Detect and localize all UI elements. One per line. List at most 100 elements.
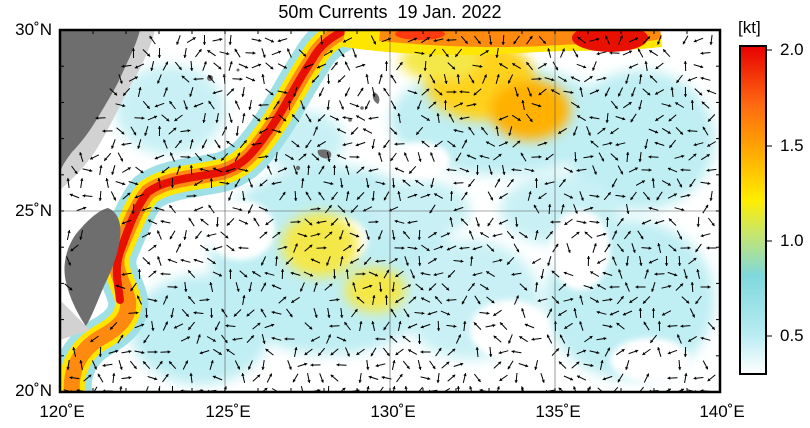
current-arrow-head <box>657 243 661 247</box>
current-arrow-head <box>617 379 621 383</box>
current-arrow-head <box>446 247 450 251</box>
current-arrow-head <box>440 245 444 249</box>
current-arrow-head <box>426 247 430 251</box>
current-arrow-head <box>284 90 288 95</box>
current-arrow-head <box>69 376 73 380</box>
current-arrow-head <box>178 140 182 144</box>
current-arrow-head <box>485 50 489 54</box>
current-arrow-head <box>354 309 358 313</box>
current-arrow-head <box>378 152 382 156</box>
current-arrow-head <box>477 378 481 382</box>
current-arrow-head <box>221 308 225 312</box>
current-arrow-head <box>590 363 594 368</box>
current-arrow-head <box>208 100 212 105</box>
current-arrow-head <box>340 185 344 188</box>
current-arrow-head <box>495 126 499 129</box>
current-arrow-head <box>329 324 333 328</box>
current-arrow-head <box>589 336 593 339</box>
current-arrow-head <box>362 63 366 67</box>
current-arrow-head <box>358 380 362 383</box>
current-arrow-head <box>433 272 437 277</box>
current-arrow-head <box>195 235 199 239</box>
current-arrow-head <box>119 80 123 84</box>
current-arrow-head <box>131 48 136 51</box>
current-arrow-head <box>363 128 367 132</box>
current-arrow-head <box>225 324 229 328</box>
current-arrow-head <box>226 222 231 226</box>
current-arrow-head <box>178 243 181 247</box>
current-arrow-head <box>433 38 437 43</box>
current-arrow-head <box>423 68 427 71</box>
current-arrow-head <box>701 101 705 105</box>
current-arrow-head <box>234 184 238 188</box>
current-arrow-head <box>609 51 613 55</box>
current-arrow-head <box>453 181 457 185</box>
current-arrow-head <box>622 117 626 121</box>
current-arrow-head <box>307 165 311 168</box>
current-arrow-head <box>621 349 625 353</box>
current-arrow-head <box>583 65 587 69</box>
current-arrow-head <box>331 196 335 200</box>
current-arrow-head <box>147 232 151 236</box>
current-arrow-head <box>650 339 654 343</box>
colorbar-unit: [kt] <box>738 18 761 37</box>
current-arrow-head <box>131 211 135 214</box>
current-arrow-head <box>236 288 240 292</box>
current-arrow-head <box>287 48 291 52</box>
current-arrow-head <box>364 261 368 265</box>
current-arrow-head <box>82 194 86 198</box>
current-arrow-head <box>112 373 116 376</box>
current-arrow-head <box>249 184 253 188</box>
current-arrow-head <box>473 92 477 96</box>
current-arrow-head <box>350 260 354 264</box>
current-arrow-head <box>432 365 436 370</box>
current-arrow-head <box>429 53 433 57</box>
current-arrow-head <box>603 232 607 236</box>
current-arrow-head <box>144 315 149 318</box>
current-arrow-head <box>375 220 379 224</box>
current-arrow-head <box>352 282 356 286</box>
current-arrow-head <box>587 386 591 390</box>
current-arrow-head <box>549 308 552 312</box>
current-arrow-head <box>403 231 407 235</box>
current-arrow-head <box>438 347 442 352</box>
current-arrow-head <box>630 119 634 123</box>
current-arrow-head <box>264 208 268 212</box>
current-arrow-head <box>169 236 173 240</box>
current-arrow-head <box>602 377 606 381</box>
current-arrow-head <box>303 65 307 69</box>
current-arrow-head <box>74 170 78 174</box>
current-arrow-head <box>229 61 233 65</box>
current-arrow-head <box>296 144 300 148</box>
current-arrow-head <box>632 249 636 253</box>
current-arrow-head <box>368 375 372 379</box>
current-arrow-head <box>218 273 222 277</box>
current-arrow-head <box>66 367 70 370</box>
current-arrow-head <box>244 65 249 69</box>
current-arrow-head <box>528 191 532 195</box>
current-arrow-head <box>394 167 399 171</box>
current-arrow-head <box>649 75 653 79</box>
current-arrow-head <box>622 194 626 198</box>
current-arrow-head <box>420 271 424 276</box>
current-arrow-head <box>239 77 243 81</box>
current-arrow-head <box>486 311 490 315</box>
current-arrow-head <box>605 217 610 220</box>
current-arrow-head <box>616 322 620 326</box>
current-arrow-head <box>197 334 201 338</box>
current-arrow-head <box>511 168 515 172</box>
current-arrow-head <box>307 379 311 383</box>
current-arrow-head <box>217 145 221 149</box>
current-arrow-head <box>93 366 97 370</box>
current-arrow-head <box>610 130 614 134</box>
lon-label-140e: 140˚E <box>699 402 745 421</box>
current-arrow-head <box>531 168 535 173</box>
current-arrow-head <box>226 181 230 185</box>
current-arrow-head <box>157 178 161 181</box>
current-arrow-head <box>293 93 297 97</box>
current-arrow-head <box>346 191 350 195</box>
current-arrow-head <box>656 197 660 201</box>
current-arrow-head <box>350 131 355 135</box>
current-arrow-head <box>417 237 421 240</box>
current-arrow-head <box>163 139 167 143</box>
